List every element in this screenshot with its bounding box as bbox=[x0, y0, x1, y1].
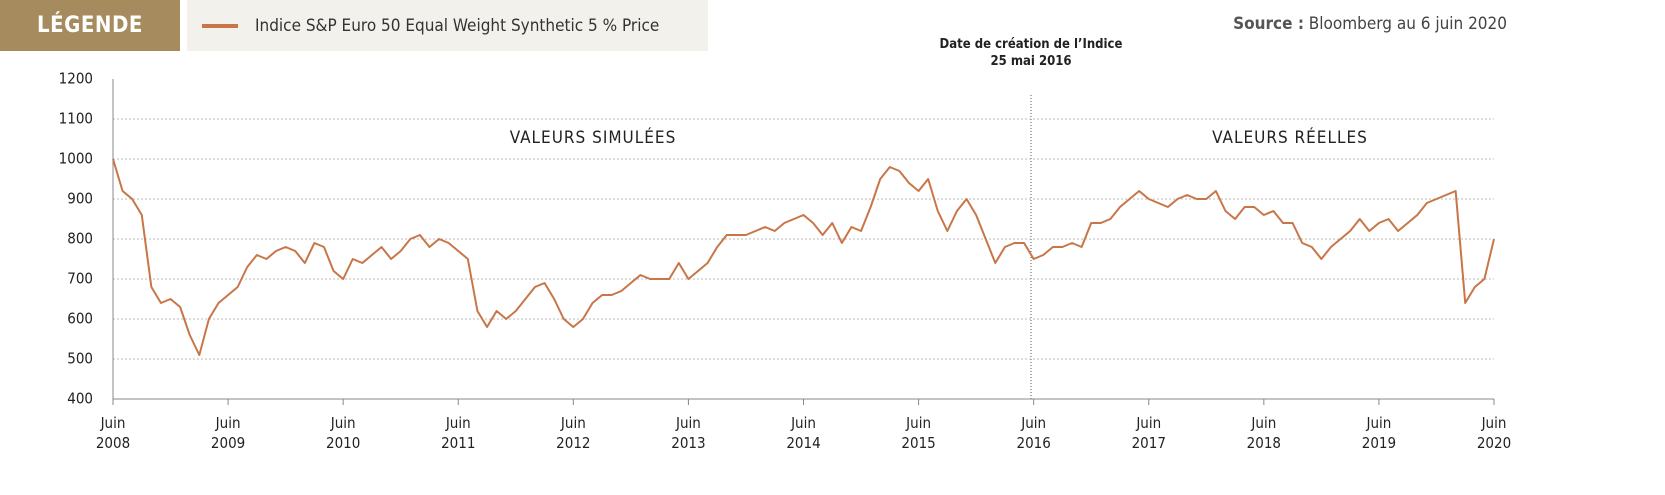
x-tick-label: Juin 2013 bbox=[671, 414, 706, 452]
y-tick-label: 900 bbox=[67, 190, 93, 208]
source-label: Source : bbox=[1233, 14, 1304, 34]
region-label: VALEURS RÉELLES bbox=[1212, 128, 1368, 148]
x-tick-label: Juin 2016 bbox=[1016, 414, 1051, 452]
y-tick-label: 1000 bbox=[59, 150, 93, 168]
x-tick-label: Juin 2009 bbox=[210, 414, 246, 452]
x-tick-label: Juin 2008 bbox=[95, 414, 131, 452]
legend: Indice S&P Euro 50 Equal Weight Syntheti… bbox=[187, 0, 708, 51]
legend-label: Indice S&P Euro 50 Equal Weight Syntheti… bbox=[255, 16, 660, 36]
region-label: VALEURS SIMULÉES bbox=[509, 128, 677, 148]
x-tick-label: Juin 2012 bbox=[556, 414, 591, 452]
x-tick-label: Juin 2020 bbox=[1476, 414, 1512, 452]
x-tick-label: Juin 2011 bbox=[441, 414, 476, 452]
x-tick-label: Juin 2010 bbox=[325, 414, 361, 452]
annotation-date: 25 mai 2016 bbox=[990, 54, 1072, 69]
y-tick-label: 400 bbox=[67, 390, 93, 408]
x-tick-label: Juin 2017 bbox=[1131, 414, 1166, 452]
annotation-title: Date de création de l’Indice bbox=[939, 37, 1123, 52]
annotation: Date de création de l’Indice 25 mai 2016 bbox=[931, 36, 1131, 70]
source-text: Bloomberg au 6 juin 2020 bbox=[1308, 14, 1507, 34]
y-tick-label: 1100 bbox=[59, 110, 93, 128]
series-line bbox=[112, 158, 1495, 356]
x-tick-label: Juin 2014 bbox=[786, 414, 821, 452]
legend-title: LÉGENDE bbox=[0, 0, 180, 51]
y-tick-label: 600 bbox=[67, 310, 93, 328]
source: Source : Bloomberg au 6 juin 2020 bbox=[1233, 14, 1507, 34]
x-tick-label: Juin 2015 bbox=[901, 414, 936, 452]
legend-swatch bbox=[202, 24, 238, 28]
x-tick-label: Juin 2019 bbox=[1361, 414, 1397, 452]
y-tick-label: 700 bbox=[67, 270, 93, 288]
y-tick-label: 500 bbox=[67, 350, 93, 368]
y-tick-label: 1200 bbox=[59, 70, 93, 88]
y-tick-label: 800 bbox=[67, 230, 93, 248]
x-tick-label: Juin 2018 bbox=[1246, 414, 1281, 452]
